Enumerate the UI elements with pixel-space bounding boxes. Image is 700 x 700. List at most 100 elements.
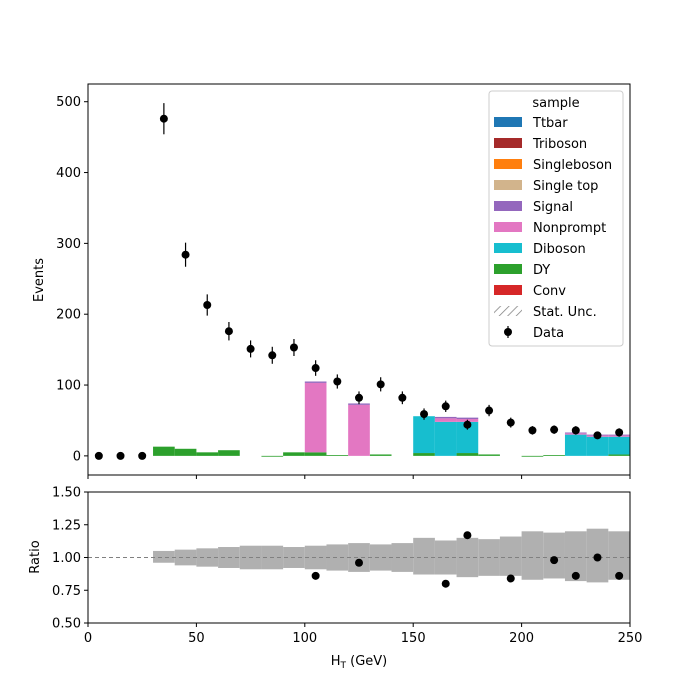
legend-swatch-hatched <box>494 306 522 316</box>
histogram-bar-dy <box>153 446 175 456</box>
histogram-bar-diboson <box>564 434 587 456</box>
histogram-bar-nonprompt <box>348 404 370 456</box>
histogram-bar-dy <box>478 454 500 456</box>
legend-swatch <box>494 285 522 295</box>
histogram-bar-signal <box>348 403 370 405</box>
ratio-band-bin <box>413 537 435 575</box>
data-point <box>181 250 190 259</box>
histogram-bar-signal <box>304 381 327 383</box>
histogram-bar-dy <box>369 454 392 456</box>
main-y-tick-label: 500 <box>56 95 81 110</box>
data-point <box>311 364 320 373</box>
data-point <box>203 301 212 309</box>
histogram-bar-dy <box>608 454 630 456</box>
data-point <box>94 451 103 460</box>
histogram-bar-dy <box>304 452 327 456</box>
stacked-histogram <box>153 381 630 457</box>
x-tick-label: 100 <box>292 631 317 646</box>
main-y-tick-label: 200 <box>56 308 81 323</box>
histogram-bar-nonprompt <box>304 382 327 453</box>
legend-label: Single top <box>533 179 598 194</box>
ratio-point <box>355 558 363 567</box>
main-x-axis-ticks <box>87 475 631 479</box>
x-axis-label-subscript: T <box>340 661 347 671</box>
legend-label: Stat. Unc. <box>533 305 597 320</box>
ratio-band-bin <box>369 544 392 571</box>
data-point <box>571 426 580 435</box>
data-point <box>550 425 559 434</box>
legend-label: Singleboson <box>533 158 612 173</box>
legend-title: sample <box>532 96 579 111</box>
legend-label: DY <box>533 263 550 278</box>
data-point <box>615 428 624 437</box>
legend-swatch <box>494 243 522 253</box>
histogram-bar-dy <box>261 455 284 457</box>
legend-marker <box>504 328 512 336</box>
legend-label: Nonprompt <box>533 221 606 236</box>
histogram-bar-signal <box>434 416 457 419</box>
ratio-x-axis-ticks: 0 50 100 150 200 250 <box>84 623 642 646</box>
legend-label: Triboson <box>532 137 587 152</box>
main-plot-frame <box>87 83 631 476</box>
x-tick-label: 200 <box>509 631 534 646</box>
ratio-band-bin <box>153 550 175 563</box>
legend-swatch <box>494 264 522 274</box>
x-tick-label: 50 <box>188 631 205 646</box>
legend-swatch <box>494 222 522 232</box>
ratio-point <box>463 531 472 540</box>
ratio-band-bin <box>326 544 349 571</box>
legend-label: Data <box>533 326 564 341</box>
data-point <box>398 393 407 402</box>
x-tick-label: 150 <box>401 631 426 646</box>
histogram-bar-diboson <box>434 421 457 456</box>
ratio-point <box>615 571 624 580</box>
histogram-bar-dy <box>326 455 349 456</box>
ratio-y-tick-label: 1.00 <box>52 551 81 566</box>
data-point <box>138 451 147 460</box>
ratio-y-tick-label: 1.50 <box>52 486 81 501</box>
x-tick-label: 0 <box>84 631 92 646</box>
ratio-plot-panel: 0.50 0.75 1.00 1.25 1.50 0 50 100 150 200 250 Rat… <box>28 486 642 672</box>
data-point <box>246 344 255 353</box>
x-axis-label: HT (GeV) <box>331 654 388 671</box>
ratio-band-bin <box>348 543 370 572</box>
ratio-y-axis-ticks: 0.50 0.75 1.00 1.25 1.50 <box>52 486 88 632</box>
ratio-point <box>550 556 559 565</box>
data-point <box>268 351 277 360</box>
ratio-y-tick-label: 0.50 <box>52 617 81 632</box>
histogram-bar-diboson <box>586 436 609 456</box>
histogram-bar-signal <box>456 417 479 420</box>
ratio-y-tick-label: 1.25 <box>52 518 81 533</box>
ratio-point <box>571 571 580 580</box>
main-y-axis-label: Events <box>32 258 47 302</box>
legend-label: Signal <box>533 200 573 215</box>
main-plot-panel: 0 100 200 300 400 500 Events <box>32 83 631 479</box>
ratio-band-bin <box>391 543 414 572</box>
data-point <box>333 377 342 386</box>
histogram-bar-diboson <box>608 436 630 455</box>
ratio-point <box>311 571 320 580</box>
main-y-tick-label: 400 <box>56 166 81 181</box>
ratio-band-bin <box>521 531 544 580</box>
ratio-point <box>506 574 515 583</box>
legend-label: Conv <box>533 284 566 299</box>
ratio-points <box>311 531 624 588</box>
legend-swatch <box>494 180 522 190</box>
data-point <box>463 420 472 429</box>
legend-label: Diboson <box>533 242 586 257</box>
histogram-bar-nonprompt <box>434 418 457 422</box>
ratio-point <box>593 553 602 562</box>
data-point <box>506 418 515 427</box>
histogram-bar-dy <box>196 452 219 456</box>
data-point <box>441 402 450 411</box>
histogram-bar-dy <box>413 453 435 456</box>
main-y-tick-label: 300 <box>56 237 81 252</box>
histogram-bar-dy <box>218 450 240 456</box>
legend-frame <box>488 90 624 347</box>
data-point <box>289 343 298 352</box>
histogram-bar-dy <box>456 453 479 456</box>
histogram-bar-dy <box>283 452 305 456</box>
histogram-bar-dy <box>543 455 565 456</box>
data-point <box>485 406 494 415</box>
